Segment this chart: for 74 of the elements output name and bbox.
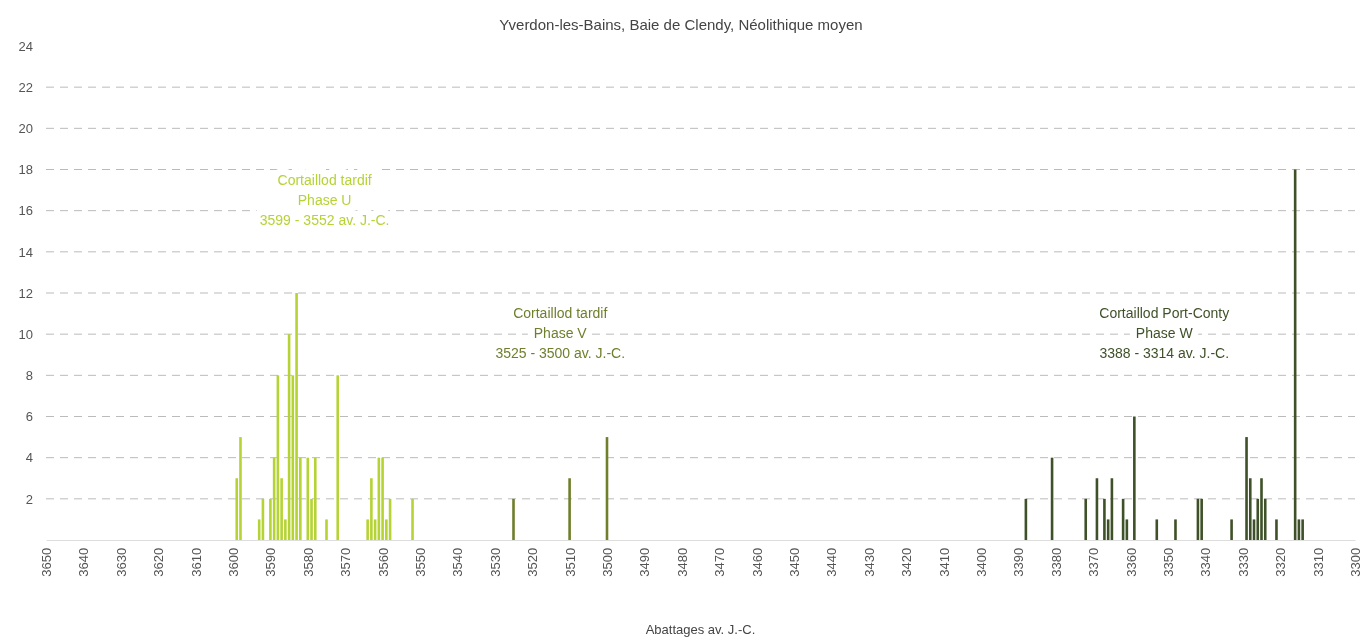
bar: [411, 498, 414, 540]
bar: [512, 498, 515, 540]
bar: [381, 457, 384, 540]
bar: [1275, 519, 1278, 540]
x-tick-label: 3500: [600, 547, 616, 577]
annotation: Cortaillod tardif Phase V 3525 - 3500 av. J.-C.: [495, 305, 626, 361]
bar: [239, 437, 242, 540]
x-tick-label: 3530: [487, 547, 503, 577]
x-tick-label: 3430: [861, 547, 877, 577]
y-tick-label: 14: [18, 244, 33, 260]
bar: [1200, 498, 1203, 540]
bar: [1155, 519, 1159, 540]
bar: [1133, 416, 1136, 540]
y-tick-label: 6: [25, 409, 33, 425]
x-tick-label: 3460: [749, 547, 765, 577]
x-tick-label: 3620: [151, 547, 167, 577]
y-tick-label: 18: [18, 162, 33, 178]
x-tick-label: 3390: [1011, 547, 1027, 577]
x-tick-label: 3650: [39, 547, 55, 577]
x-axis-title: Abattages av. J.-C.: [645, 622, 756, 637]
x-tick-label: 3370: [1086, 547, 1102, 577]
annotation: Cortaillod Port-Conty Phase W 3388 - 3314 av. J.-C.: [1099, 305, 1230, 361]
x-tick-label: 3350: [1161, 547, 1177, 577]
bar: [295, 293, 298, 540]
x-tick-label: 3310: [1310, 547, 1326, 577]
x-tick-label: 3470: [712, 547, 728, 577]
x-tick-label: 3580: [300, 547, 316, 577]
x-tick-label: 3450: [787, 547, 803, 577]
chart-title: Yverdon-les-Bains, Baie de Clendy, Néolithique moyen: [499, 16, 863, 33]
x-tick-label: 3410: [936, 547, 952, 577]
x-tick-label: 3300: [1348, 547, 1362, 577]
y-tick-label: 24: [18, 38, 33, 54]
y-tick-label: 12: [18, 285, 33, 301]
x-tick-label: 3640: [76, 547, 92, 577]
y-tick-label: 4: [25, 450, 33, 466]
x-tick-label: 3600: [226, 547, 242, 577]
x-tick-label: 3610: [188, 547, 204, 577]
bar: [313, 457, 317, 540]
x-tick-label: 3330: [1235, 547, 1251, 577]
bar: [1260, 478, 1263, 540]
y-tick-label: 16: [18, 203, 33, 219]
x-tick-label: 3550: [413, 547, 429, 577]
x-tick-label: 3440: [824, 547, 840, 577]
bar: [1084, 498, 1088, 540]
bar: [568, 478, 571, 540]
x-tick-label: 3520: [525, 547, 541, 577]
x-tick-label: 3630: [113, 547, 129, 577]
x-tick-label: 3540: [450, 547, 466, 577]
x-tick-label: 3320: [1273, 547, 1289, 577]
x-tick-label: 3510: [562, 547, 578, 577]
bar: [1245, 437, 1248, 540]
x-tick-label: 3570: [338, 547, 354, 577]
y-tick-label: 10: [18, 326, 33, 342]
bar: [370, 478, 373, 540]
annotation: Cortaillod tardif Phase U 3599 - 3552 av. J.-C.: [259, 172, 390, 228]
x-tick-label: 3490: [637, 547, 653, 577]
x-tick-label: 3480: [674, 547, 690, 577]
bar: [1301, 519, 1304, 540]
x-tick-label: 3560: [375, 547, 391, 577]
bar: [1230, 519, 1233, 540]
x-tick-label: 3420: [899, 547, 915, 577]
x-tick-label: 3360: [1123, 547, 1139, 577]
y-tick-label: 20: [18, 120, 33, 136]
x-tick-label: 3340: [1198, 547, 1214, 577]
bar: [1103, 498, 1106, 540]
bar: [336, 375, 340, 540]
x-tick-label: 3400: [974, 547, 990, 577]
y-tick-label: 2: [25, 491, 33, 507]
bar: [1174, 519, 1177, 540]
y-tick-label: 8: [25, 367, 33, 383]
x-tick-label: 3380: [1048, 547, 1064, 577]
y-tick-label: 22: [18, 79, 33, 95]
x-tick-label: 3590: [263, 547, 279, 577]
bar: [325, 519, 328, 540]
